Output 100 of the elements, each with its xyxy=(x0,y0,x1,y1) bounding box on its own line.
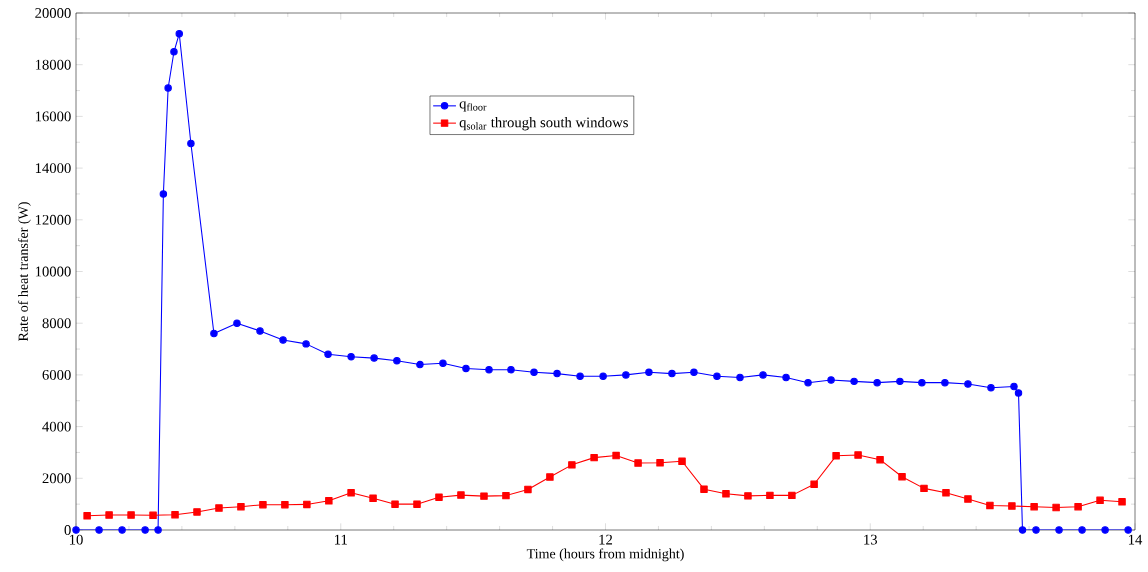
point xyxy=(876,455,884,464)
point xyxy=(1052,503,1060,512)
x-tick-label: 12 xyxy=(599,534,613,545)
point xyxy=(524,485,532,494)
point xyxy=(668,369,676,378)
point xyxy=(325,497,333,505)
point xyxy=(164,84,172,92)
y-tick-label: 0 xyxy=(64,525,71,535)
point xyxy=(964,380,972,388)
y-tick-label: 2000 xyxy=(42,473,71,484)
point xyxy=(281,500,289,509)
point xyxy=(256,327,264,335)
point xyxy=(370,354,378,362)
point xyxy=(279,336,287,344)
point xyxy=(237,502,245,511)
point xyxy=(118,526,126,534)
point xyxy=(804,378,812,387)
point xyxy=(302,340,310,348)
point xyxy=(1118,498,1126,506)
y-tick-label: 8000 xyxy=(42,318,71,329)
point xyxy=(744,492,752,500)
point xyxy=(171,511,179,519)
point xyxy=(457,491,465,499)
point xyxy=(1008,502,1016,510)
point xyxy=(416,360,424,369)
point xyxy=(612,451,620,460)
point xyxy=(1096,496,1104,505)
point xyxy=(347,353,355,361)
point xyxy=(1101,526,1109,534)
point xyxy=(215,504,223,512)
point xyxy=(986,501,994,510)
point xyxy=(896,377,904,386)
point xyxy=(700,485,708,493)
x-tick-label: 14 xyxy=(1128,534,1143,545)
point xyxy=(170,48,178,56)
point xyxy=(259,500,267,509)
point xyxy=(678,457,686,465)
point xyxy=(369,494,377,502)
point xyxy=(782,373,790,382)
point xyxy=(918,378,926,387)
point xyxy=(485,365,493,374)
point xyxy=(435,493,443,501)
point xyxy=(810,480,818,488)
point xyxy=(766,491,774,500)
point xyxy=(175,29,183,38)
y-tick-label: 18000 xyxy=(35,59,71,70)
point xyxy=(530,368,538,377)
point xyxy=(1078,526,1086,534)
point xyxy=(736,373,744,382)
y-tick-label: 12000 xyxy=(35,214,71,225)
legend-label: q$_{floor}$ xyxy=(459,101,487,112)
y-tick-label: 14000 xyxy=(35,163,71,174)
point xyxy=(187,139,195,148)
point xyxy=(1018,526,1027,534)
point xyxy=(393,356,401,365)
point xyxy=(827,376,835,384)
x-axis-title: Time (hours from midnight) xyxy=(526,548,684,562)
y-tick-label: 10000 xyxy=(35,266,71,277)
point xyxy=(553,369,561,378)
point xyxy=(873,378,881,387)
point xyxy=(105,511,113,519)
point xyxy=(1055,526,1063,534)
point xyxy=(1124,526,1132,534)
point xyxy=(1014,389,1023,397)
point xyxy=(439,359,447,368)
point xyxy=(850,377,858,386)
point xyxy=(502,491,510,500)
point xyxy=(233,319,241,327)
point xyxy=(759,371,767,379)
point xyxy=(964,495,972,503)
x-tick-label: 10 xyxy=(69,534,83,545)
point xyxy=(722,490,730,498)
point xyxy=(141,526,149,534)
point xyxy=(149,511,157,519)
y-tick-label: 16000 xyxy=(35,111,71,122)
point xyxy=(920,484,928,493)
point xyxy=(1032,526,1040,534)
point xyxy=(72,526,80,534)
point xyxy=(1030,502,1038,511)
point xyxy=(854,451,862,459)
point xyxy=(576,372,584,380)
point xyxy=(347,489,355,497)
point xyxy=(210,329,218,338)
point xyxy=(480,492,488,500)
point xyxy=(690,368,698,377)
legend-label: q$_{solar}$ through south windows xyxy=(459,117,628,131)
point xyxy=(193,508,201,516)
y-tick-label: 4000 xyxy=(42,421,71,432)
point xyxy=(713,372,721,380)
y-tick-label: 6000 xyxy=(42,369,71,380)
point xyxy=(413,500,421,508)
point xyxy=(941,378,949,387)
point xyxy=(95,526,103,534)
x-tick-label: 11 xyxy=(334,534,347,545)
point xyxy=(987,384,995,392)
point xyxy=(622,371,630,379)
point xyxy=(645,368,653,377)
point xyxy=(1074,502,1082,511)
point xyxy=(83,512,91,520)
point xyxy=(154,526,162,534)
